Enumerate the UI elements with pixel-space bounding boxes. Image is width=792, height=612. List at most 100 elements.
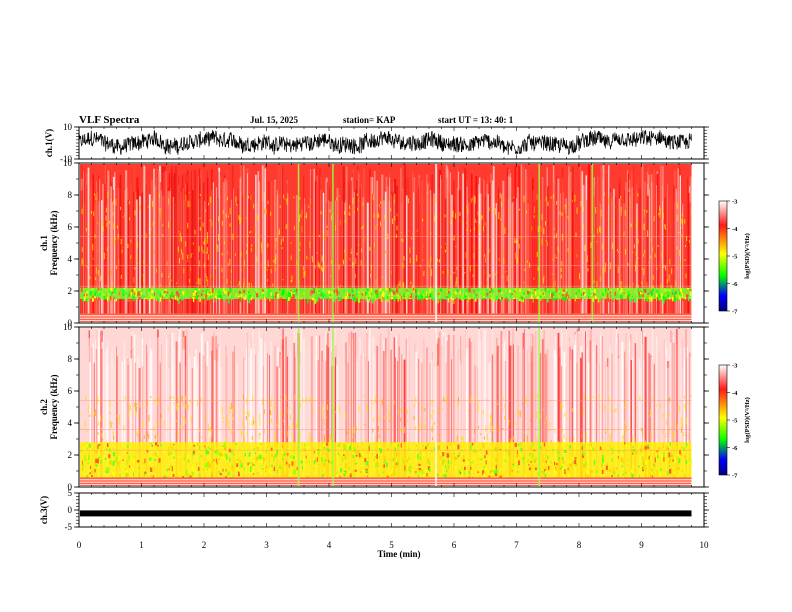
colorbar2-tick-label: -7: [732, 473, 738, 480]
spec1-band-texture: [415, 295, 418, 300]
spec1-texture: [602, 179, 604, 322]
spec1-texture: [130, 184, 132, 322]
spec2-band-texture: [191, 471, 194, 476]
spec2-band-texture: [442, 452, 445, 457]
spec2-texture: [468, 338, 471, 486]
spec1-band-texture: [393, 297, 396, 302]
spec1-texture: [345, 166, 348, 322]
spec2-speckle: [564, 414, 566, 417]
spec1-speckle: [330, 260, 332, 265]
spec1-band-texture: [675, 290, 677, 295]
spec2-band-texture: [647, 444, 650, 448]
spec1-speckle: [629, 204, 631, 210]
spec1-texture: [114, 172, 116, 322]
ch3-trace: [80, 510, 692, 517]
spec2-band-texture: [95, 464, 98, 467]
spec1-speckle: [250, 194, 252, 201]
spec2-band-texture: [218, 470, 221, 474]
spec1-speckle: [321, 255, 323, 262]
spec2-speckle: [141, 439, 143, 442]
spec2-texture: [352, 333, 355, 486]
spec1-band-texture: [553, 292, 556, 295]
spec1-texture: [175, 166, 177, 322]
spec2-band-texture: [322, 444, 325, 447]
spec2-speckle: [444, 400, 446, 403]
spec1-texture: [401, 175, 403, 322]
spec2-speckle: [84, 420, 86, 427]
spec1-band-texture: [169, 294, 172, 298]
spec1-band-texture: [417, 292, 419, 295]
spec1-texture: [419, 203, 420, 322]
spec1-band-texture: [460, 295, 463, 301]
spec1-texture: [630, 174, 632, 322]
spec2-speckle: [233, 406, 235, 409]
spec1-speckle: [176, 282, 177, 284]
spec2-speckle: [431, 400, 433, 407]
spec2-speckle: [603, 406, 605, 410]
spec2-band-texture: [144, 471, 147, 474]
spec1-speckle: [617, 251, 619, 253]
spec1-speckle: [379, 206, 381, 209]
spec2-texture: [642, 344, 643, 486]
spec2-band-texture: [239, 460, 242, 464]
spec1-speckle: [127, 243, 129, 249]
spec2-speckle: [415, 397, 417, 403]
spec2-band-texture: [426, 469, 428, 473]
figure-title: VLF Spectra: [79, 114, 140, 126]
spec2-band-texture: [231, 465, 234, 469]
spec1-speckle: [330, 275, 331, 277]
spec2-band-texture: [584, 462, 587, 466]
spec2-texture: [632, 357, 634, 486]
spec2-band-texture: [343, 447, 345, 453]
spec2-band-texture: [574, 459, 577, 465]
spec2-band-texture: [558, 460, 560, 462]
spec1-texture: [517, 187, 519, 322]
spec2-speckle: [623, 426, 625, 431]
spec1-speckle: [595, 206, 597, 214]
spec1-speckle: [393, 193, 395, 200]
spec1-band-texture: [618, 289, 620, 291]
spec2-speckle: [457, 400, 459, 402]
spec1-texture: [565, 198, 567, 322]
spec2-band-texture: [192, 459, 194, 462]
spec1-speckle: [676, 214, 678, 222]
spec2-texture: [179, 362, 181, 486]
spec2-speckle: [167, 406, 169, 412]
spec2-texture: [174, 363, 176, 486]
spec1-speckle: [507, 230, 509, 233]
spec1-speckle: [322, 281, 324, 286]
spec2-speckle: [579, 410, 581, 412]
spec1-texture: [304, 198, 305, 322]
spec2-speckle: [651, 423, 653, 430]
spec2-band-texture: [270, 447, 273, 451]
spec1-speckle: [426, 192, 428, 194]
spec1-speckle: [650, 238, 652, 242]
spec1-band-texture: [273, 289, 275, 291]
spec2-band-texture: [360, 471, 362, 473]
spec2-speckle: [292, 436, 294, 442]
spec2-band-texture: [110, 459, 112, 465]
spec2-event: [435, 328, 437, 486]
spec1-band-texture: [135, 292, 137, 297]
spec1-band-texture: [198, 290, 199, 292]
spec1-speckle: [416, 255, 418, 262]
spec1-speckle: [293, 226, 295, 231]
spec1-band-texture: [516, 295, 518, 300]
spec2-band-texture: [94, 468, 96, 473]
spec2-speckle: [297, 420, 298, 427]
spec2-speckle: [585, 433, 587, 441]
spec1-band-texture: [215, 288, 218, 290]
spec1-band-texture: [542, 292, 545, 295]
spec2-texture: [531, 351, 533, 486]
spec2-texture: [644, 336, 647, 486]
spec1-speckle: [338, 264, 340, 270]
spec2-texture: [299, 364, 301, 486]
spec2-texture: [426, 347, 428, 486]
spec1-band-texture: [164, 291, 167, 296]
spec2-band-texture: [529, 446, 532, 450]
spec2-band-texture: [323, 473, 325, 476]
spec1-speckle: [167, 198, 169, 205]
spec1-texture: [268, 181, 270, 322]
spec2-speckle: [253, 420, 255, 425]
